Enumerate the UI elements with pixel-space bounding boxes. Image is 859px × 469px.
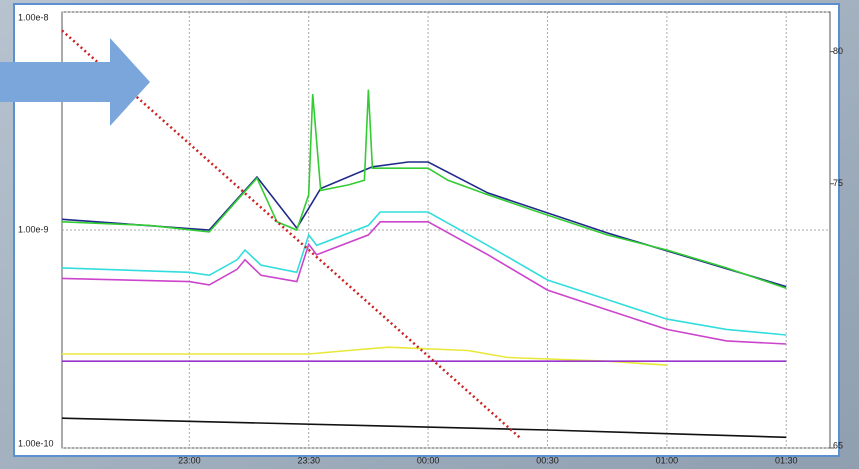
x-tick-label: 00:00 bbox=[417, 455, 440, 465]
series-line bbox=[61, 417, 787, 439]
y2-tick-label: 80 bbox=[833, 46, 843, 56]
y-tick-label: 1.00e-10 bbox=[18, 438, 54, 448]
x-tick-label: 01:30 bbox=[775, 455, 798, 465]
y-tick-label: 1.00e-9 bbox=[18, 224, 49, 234]
series-line bbox=[61, 221, 787, 345]
y2-tick-label: 75 bbox=[833, 178, 843, 188]
x-tick-label: 23:30 bbox=[297, 455, 320, 465]
layer: 23:00 23:30 00:00 00:30 01:00 01:30 1.00e-10 1.… bbox=[18, 11, 843, 465]
x-tick-label: 00:30 bbox=[536, 455, 559, 465]
y-tick-label: 1.00e-8 bbox=[18, 12, 49, 22]
y2-tick-label: 65 bbox=[833, 440, 843, 450]
arrow bbox=[0, 38, 150, 126]
x-tick-label: 01:00 bbox=[656, 455, 679, 465]
x-tick-label: 23:00 bbox=[178, 455, 201, 465]
series-line bbox=[61, 29, 521, 439]
series-line bbox=[61, 211, 787, 336]
series-line bbox=[61, 89, 787, 290]
